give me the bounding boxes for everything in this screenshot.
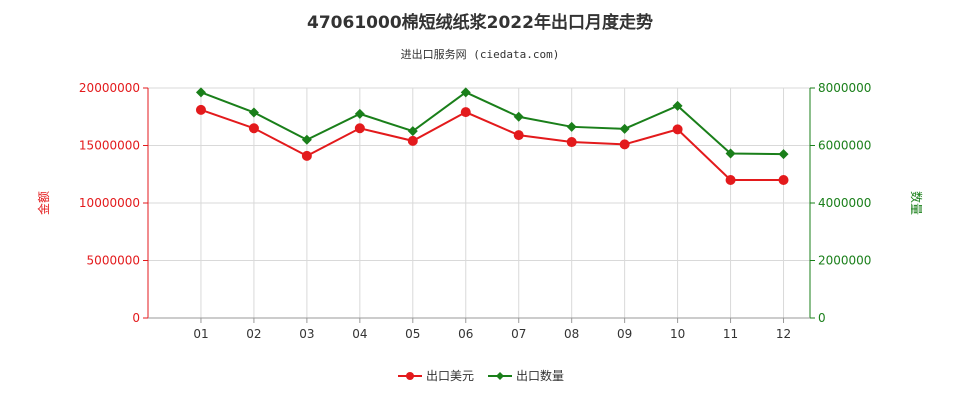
data-point-1 <box>513 130 524 141</box>
data-point-1 <box>301 150 312 161</box>
data-point-1 <box>566 137 577 148</box>
legend-marker <box>496 372 504 380</box>
x-axis-ticks: 01 02 03 04 05 06 07 08 09 10 11 12 <box>193 318 791 341</box>
legend-label: 出口美元 <box>426 369 474 383</box>
data-point-2 <box>301 134 312 145</box>
data-point-2 <box>619 123 630 134</box>
left-tick-label: 0 <box>132 311 140 325</box>
x-tick-label: 09 <box>617 327 632 341</box>
data-point-2 <box>195 87 206 98</box>
data-point-2 <box>725 148 736 159</box>
right-tick-label: 0 <box>818 311 826 325</box>
x-tick-label: 07 <box>511 327 526 341</box>
series-line-1 <box>200 108 784 181</box>
data-point-2 <box>778 149 789 160</box>
right-tick-label: 8000000 <box>818 81 871 95</box>
data-point-1 <box>248 123 259 134</box>
data-point-1 <box>354 123 365 134</box>
left-tick-label: 10000000 <box>79 196 140 210</box>
left-tick-label: 20000000 <box>79 81 140 95</box>
right-axis-title: 数量 <box>909 191 924 215</box>
x-tick-label: 03 <box>299 327 314 341</box>
left-tick-label: 5000000 <box>87 254 140 268</box>
series-group <box>195 87 789 185</box>
left-tick-label: 15000000 <box>79 139 140 153</box>
legend: 出口美元 出口数量 <box>398 368 564 383</box>
data-point-2 <box>460 87 471 98</box>
chart-title: 47061000棉短绒纸浆2022年出口月度走势 <box>307 12 653 33</box>
legend-label: 出口数量 <box>516 368 564 383</box>
right-tick-label: 6000000 <box>818 139 871 153</box>
data-point-2 <box>513 111 524 122</box>
data-point-2 <box>407 126 418 137</box>
data-point-1 <box>778 175 789 185</box>
x-tick-label: 10 <box>670 327 685 341</box>
legend-item-1: 出口美元 <box>398 369 474 383</box>
x-tick-label: 05 <box>405 327 420 341</box>
data-point-1 <box>195 104 206 115</box>
data-point-2 <box>672 100 683 111</box>
data-point-2 <box>354 108 365 119</box>
x-tick-label: 02 <box>246 327 261 341</box>
chart-subtitle: 进出口服务网 (ciedata.com) <box>401 47 560 61</box>
left-axis-title: 金额 <box>36 191 51 215</box>
legend-marker <box>406 372 414 380</box>
right-tick-label: 4000000 <box>818 196 871 210</box>
grid-lines <box>148 87 810 319</box>
left-axis-ticks: 0 5000000 10000000 15000000 20000000 <box>79 81 148 325</box>
data-point-1 <box>725 175 736 185</box>
x-tick-label: 08 <box>564 327 579 341</box>
data-point-1 <box>619 139 630 150</box>
x-tick-label: 12 <box>776 327 791 341</box>
x-tick-label: 04 <box>352 327 367 341</box>
data-point-2 <box>566 121 577 132</box>
x-tick-label: 01 <box>193 327 208 341</box>
data-point-2 <box>248 107 259 118</box>
data-point-1 <box>672 124 683 135</box>
legend-item-2: 出口数量 <box>488 368 564 383</box>
right-axis-ticks: 0 2000000 4000000 6000000 8000000 <box>810 81 871 325</box>
x-tick-label: 11 <box>723 327 738 341</box>
series-line-2 <box>200 91 784 156</box>
right-tick-label: 2000000 <box>818 254 871 268</box>
x-tick-label: 06 <box>458 327 473 341</box>
data-point-1 <box>407 135 418 146</box>
data-point-1 <box>460 107 471 118</box>
